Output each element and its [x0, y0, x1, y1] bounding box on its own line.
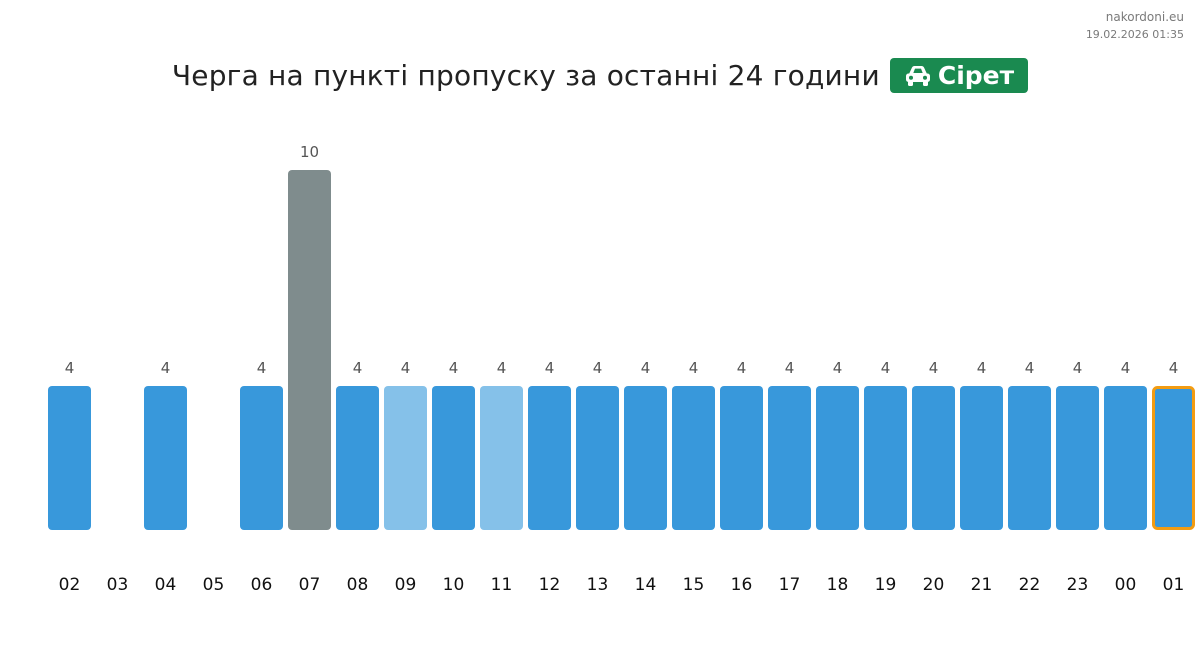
hour-label-22: 22	[1019, 575, 1041, 595]
bar-22	[1008, 386, 1051, 530]
bar-06	[240, 386, 283, 530]
hour-label-15: 15	[683, 575, 705, 595]
hour-label-01: 01	[1163, 575, 1185, 595]
hour-label-07: 07	[299, 575, 321, 595]
value-label-18: 4	[833, 359, 843, 377]
value-label-12: 4	[545, 359, 555, 377]
bar-09	[384, 386, 427, 530]
hour-label-02: 02	[59, 575, 81, 595]
bar-20	[912, 386, 955, 530]
hour-label-05: 05	[203, 575, 225, 595]
bar-10	[432, 386, 475, 530]
hour-label-12: 12	[539, 575, 561, 595]
bar-12	[528, 386, 571, 530]
value-label-15: 4	[689, 359, 699, 377]
hour-label-00: 00	[1115, 575, 1137, 595]
bar-23	[1056, 386, 1099, 530]
bar-01	[1152, 386, 1195, 530]
value-label-02: 4	[65, 359, 75, 377]
hour-label-03: 03	[107, 575, 129, 595]
value-label-16: 4	[737, 359, 747, 377]
bar-18	[816, 386, 859, 530]
page-title: Черга на пункті пропуску за останні 24 г…	[171, 59, 880, 92]
bar-13	[576, 386, 619, 530]
value-label-09: 4	[401, 359, 411, 377]
bar-11	[480, 386, 523, 530]
value-label-06: 4	[257, 359, 267, 377]
hour-label-19: 19	[875, 575, 897, 595]
hour-label-08: 08	[347, 575, 369, 595]
car-icon	[904, 64, 932, 88]
checkpoint-badge: Сірет	[889, 58, 1029, 93]
title-row: Черга на пункті пропуску за останні 24 г…	[0, 58, 1200, 93]
value-label-23: 4	[1073, 359, 1083, 377]
bar-14	[624, 386, 667, 530]
bar-19	[864, 386, 907, 530]
bar-08	[336, 386, 379, 530]
bar-07	[288, 170, 331, 530]
value-label-14: 4	[641, 359, 651, 377]
value-label-21: 4	[977, 359, 987, 377]
hour-label-10: 10	[443, 575, 465, 595]
bar-15	[672, 386, 715, 530]
meta-info: nakordoni.eu 19.02.2026 01:35	[1086, 9, 1184, 43]
hour-label-23: 23	[1067, 575, 1089, 595]
hour-label-18: 18	[827, 575, 849, 595]
value-label-00: 4	[1121, 359, 1131, 377]
checkpoint-name: Сірет	[937, 61, 1015, 90]
hour-label-04: 04	[155, 575, 177, 595]
bar-17	[768, 386, 811, 530]
timestamp: 19.02.2026 01:35	[1085, 28, 1184, 41]
bar-04	[144, 386, 187, 530]
bar-16	[720, 386, 763, 530]
value-label-01: 4	[1169, 359, 1179, 377]
hour-label-06: 06	[251, 575, 273, 595]
hour-label-21: 21	[971, 575, 993, 595]
hour-label-09: 09	[395, 575, 417, 595]
value-label-22: 4	[1025, 359, 1035, 377]
value-label-20: 4	[929, 359, 939, 377]
value-label-13: 4	[593, 359, 603, 377]
value-label-08: 4	[353, 359, 363, 377]
bar-21	[960, 386, 1003, 530]
hour-label-13: 13	[587, 575, 609, 595]
site-name: nakordoni.eu	[1105, 10, 1184, 24]
hour-label-14: 14	[635, 575, 657, 595]
hour-label-11: 11	[491, 575, 513, 595]
value-label-10: 4	[449, 359, 459, 377]
hour-label-20: 20	[923, 575, 945, 595]
bar-02	[48, 386, 91, 530]
value-label-11: 4	[497, 359, 507, 377]
value-label-04: 4	[161, 359, 171, 377]
value-label-19: 4	[881, 359, 891, 377]
value-label-17: 4	[785, 359, 795, 377]
value-label-07: 10	[300, 143, 319, 161]
hour-label-16: 16	[731, 575, 753, 595]
bar-00	[1104, 386, 1147, 530]
hour-label-17: 17	[779, 575, 801, 595]
